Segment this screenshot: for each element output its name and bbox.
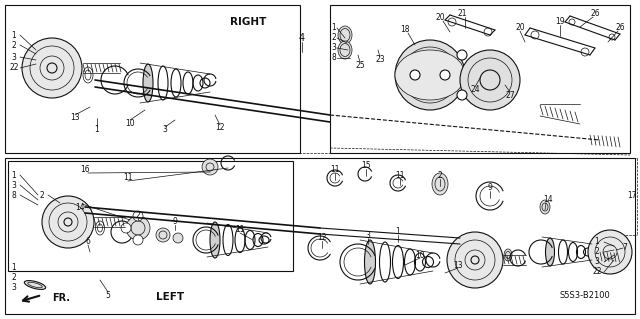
Text: 12: 12 [317,234,327,242]
Ellipse shape [338,41,352,59]
Ellipse shape [540,200,550,214]
Circle shape [22,38,82,98]
Ellipse shape [24,281,45,289]
Ellipse shape [545,238,554,266]
Text: 1: 1 [332,24,336,33]
Text: 14: 14 [543,196,553,204]
Circle shape [133,235,143,245]
Text: 11: 11 [236,226,244,234]
Text: 3: 3 [12,181,17,189]
Ellipse shape [210,222,220,258]
Text: 1: 1 [95,125,99,135]
Text: 26: 26 [590,10,600,19]
Text: LEFT: LEFT [156,292,184,302]
Text: 26: 26 [615,24,625,33]
Bar [5,5,300,153]
Text: 11: 11 [330,166,340,174]
Circle shape [410,70,420,80]
Text: 17: 17 [627,190,637,199]
Text: 22: 22 [9,63,19,72]
Text: 7: 7 [623,243,627,253]
Text: 23: 23 [375,56,385,64]
Text: 24: 24 [470,85,480,94]
Text: 2: 2 [12,273,17,283]
Text: 8: 8 [12,190,17,199]
Text: 1: 1 [595,238,600,247]
Text: 2: 2 [332,33,336,42]
Text: 2: 2 [136,211,140,219]
Text: 13: 13 [70,114,80,122]
Circle shape [447,232,503,288]
Text: 6: 6 [86,238,90,247]
Text: 3: 3 [12,53,17,62]
Text: 25: 25 [355,61,365,70]
Text: FR.: FR. [52,293,70,303]
Text: 19: 19 [555,18,565,26]
Circle shape [457,90,467,100]
Text: 10: 10 [415,250,425,259]
Ellipse shape [432,173,448,195]
Text: 11: 11 [396,170,404,180]
Circle shape [202,159,218,175]
Text: 3: 3 [331,43,336,53]
Text: 1: 1 [396,227,401,236]
Text: 22: 22 [592,268,602,277]
Text: 11: 11 [124,174,132,182]
Text: 18: 18 [400,26,410,34]
Text: 8: 8 [332,54,336,63]
Text: 21: 21 [457,10,467,19]
Text: S5S3-B2100: S5S3-B2100 [560,291,611,300]
Text: 12: 12 [215,123,225,132]
Ellipse shape [365,240,376,284]
Text: RIGHT: RIGHT [230,17,266,27]
Ellipse shape [143,64,153,102]
Circle shape [42,196,94,248]
Text: 16: 16 [80,166,90,174]
Circle shape [126,216,150,240]
Text: 13: 13 [453,261,463,270]
Text: 5: 5 [106,291,111,300]
Text: 9: 9 [173,218,177,226]
Circle shape [588,230,632,274]
Text: 3: 3 [12,284,17,293]
Circle shape [440,70,450,80]
Text: 15: 15 [361,161,371,170]
Text: 1: 1 [12,31,17,40]
Text: 14: 14 [75,203,85,211]
Circle shape [121,223,131,233]
Circle shape [460,50,520,110]
Text: 10: 10 [125,118,135,128]
Ellipse shape [395,50,465,100]
Text: 2: 2 [12,41,17,49]
Text: 2: 2 [40,190,44,199]
Text: 3: 3 [595,257,600,266]
Bar [8,161,293,271]
Bar [5,158,635,314]
Text: 3: 3 [365,231,371,240]
Text: 1: 1 [12,170,17,180]
Text: 9: 9 [488,183,492,192]
Circle shape [395,40,465,110]
Circle shape [173,233,183,243]
Text: 4: 4 [299,33,305,43]
Text: 1: 1 [12,263,17,272]
Text: 2: 2 [595,248,600,256]
Circle shape [133,211,143,221]
Text: 3: 3 [163,125,168,135]
Circle shape [156,228,170,242]
Text: 20: 20 [515,24,525,33]
Ellipse shape [504,249,512,261]
Circle shape [457,50,467,60]
Text: 20: 20 [435,13,445,23]
Bar [330,5,630,153]
Text: 2: 2 [438,172,442,181]
Text: 27: 27 [505,91,515,100]
Ellipse shape [338,26,352,44]
